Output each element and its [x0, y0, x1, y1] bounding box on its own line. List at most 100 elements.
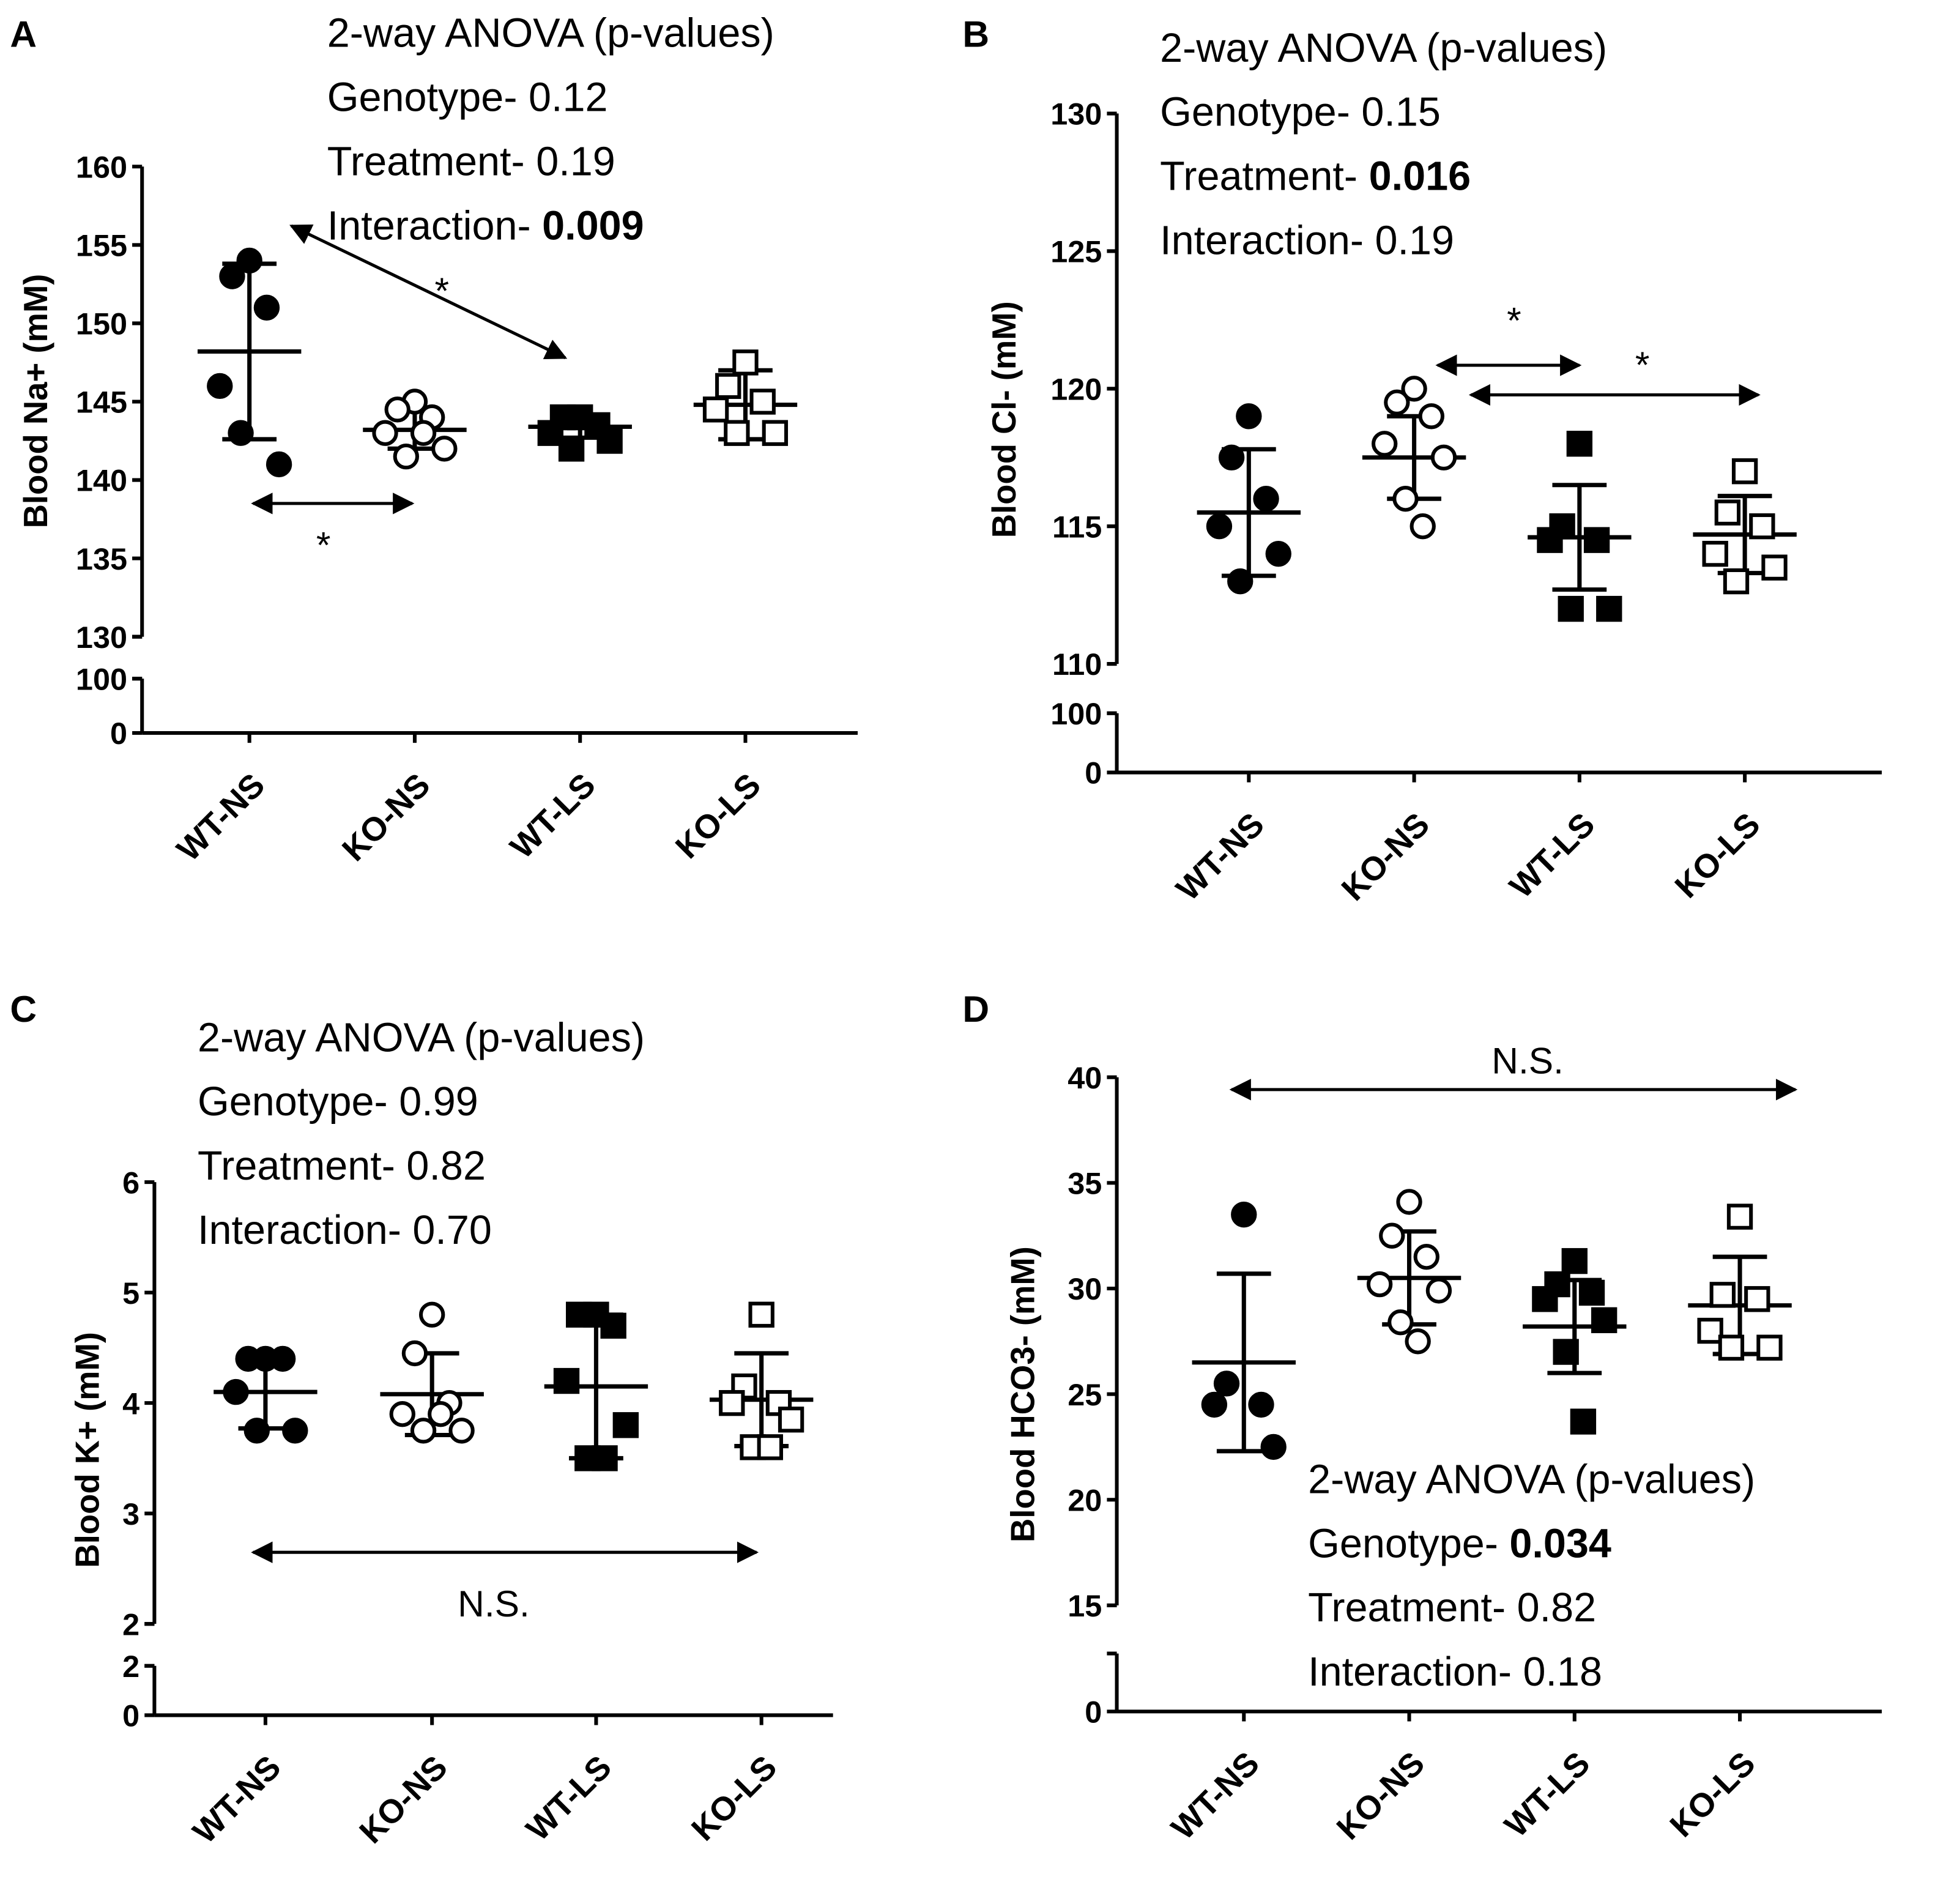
y-tick-label: 120 [1050, 371, 1102, 406]
data-point [1591, 1307, 1617, 1333]
panel: B 110 115 120 125 130 0 100 Blood Cl- (mM) WT-NS K… [962, 13, 1882, 908]
data-point [1401, 376, 1427, 402]
comparison-arrow [289, 224, 568, 360]
data-point [282, 1418, 308, 1444]
data-point [558, 436, 585, 462]
panel: D 15 20 25 30 35 40 0 Blood HCO3- (mM) WT-NS KO-NS… [962, 988, 1882, 1847]
annotation-line: Treatment- 0.82 [1308, 1585, 1596, 1631]
data-point [1227, 568, 1253, 595]
annotation-label: Interaction- [198, 1208, 412, 1253]
y-tick-label: 140 [76, 463, 127, 498]
annotation-label: Treatment- [198, 1144, 406, 1189]
data-point [1430, 444, 1457, 470]
data-point [1384, 389, 1410, 415]
annotation-value: 0.016 [1369, 154, 1471, 199]
y-tick-label: 130 [76, 620, 127, 655]
annotation-title: 2-way ANOVA (p-values) [1308, 1457, 1755, 1502]
significance-label: * [1635, 344, 1650, 385]
data-point [1218, 444, 1245, 470]
x-tick-label: KO-NS [1329, 1744, 1432, 1846]
data-point [269, 1345, 296, 1372]
data-point [1709, 1282, 1736, 1308]
data-point [1396, 1189, 1422, 1215]
annotation-title: 2-way ANOVA (p-values) [198, 1015, 645, 1060]
data-point [419, 1301, 445, 1328]
data-point [401, 1340, 428, 1367]
data-point [719, 1389, 745, 1416]
data-point [1726, 1203, 1753, 1230]
data-point [702, 396, 729, 423]
data-point [448, 1418, 475, 1444]
data-point [566, 1301, 592, 1328]
x-tick-label: WT-LS [519, 1749, 618, 1848]
data-point [748, 1301, 774, 1328]
data-point [1409, 513, 1436, 540]
data-point [1697, 1317, 1723, 1344]
y-axis-label: Blood K+ (mM) [69, 1332, 106, 1568]
panel-letter: A [10, 13, 37, 55]
annotation-line: Genotype- 0.99 [198, 1079, 478, 1125]
data-point [1260, 1434, 1287, 1460]
data-point [1756, 1334, 1783, 1361]
y-tick-label: 3 [122, 1497, 139, 1531]
x-tick-label: WT-NS [169, 766, 272, 868]
data-point [431, 436, 458, 462]
annotation-label: Genotype- [1308, 1521, 1509, 1566]
panel: C 2 3 4 5 6 0 2 Blood K+ (mM) WT-NS KO-NS WT-LS KO-L… [10, 988, 833, 1851]
annotation-title: 2-way ANOVA (p-values) [1160, 26, 1607, 71]
data-point [223, 1378, 249, 1405]
data-point [732, 349, 759, 376]
data-point [596, 428, 623, 454]
data-point [1558, 595, 1584, 622]
y-tick-label: 145 [76, 385, 127, 420]
data-point [236, 247, 262, 274]
data-point [749, 389, 776, 415]
y-tick-label: 0 [122, 1698, 139, 1733]
y-tick-label: 0 [1085, 1695, 1102, 1730]
significance-label: * [435, 270, 450, 311]
data-point [1537, 527, 1563, 553]
annotation-line: Interaction- 0.18 [1308, 1649, 1602, 1695]
data-point [553, 1367, 580, 1394]
data-point [600, 1312, 626, 1339]
data-point [1248, 1391, 1274, 1418]
annotation-line: Genotype- 0.15 [1160, 90, 1441, 135]
data-point [228, 420, 254, 446]
x-tick-label: KO-NS [352, 1749, 455, 1851]
data-point [1566, 431, 1593, 457]
x-tick-label: KO-NS [335, 766, 437, 868]
significance-label: * [1507, 300, 1521, 341]
x-tick-label: KO-LS [1663, 1744, 1762, 1844]
y-tick-label: 30 [1068, 1271, 1102, 1306]
data-point [1236, 403, 1262, 430]
annotation-value: 0.70 [412, 1208, 492, 1253]
panel-letter: D [962, 988, 989, 1030]
data-point [393, 443, 420, 470]
y-axis-label: Blood Cl- (mM) [986, 301, 1023, 538]
x-tick-label: KO-NS [1334, 806, 1436, 908]
data-point [1418, 403, 1445, 430]
annotation-line: Treatment- 0.19 [327, 139, 615, 184]
annotation-line: Treatment- 0.82 [198, 1144, 486, 1189]
x-tick-label: KO-LS [668, 766, 768, 866]
x-tick-label: WT-NS [1164, 1744, 1266, 1846]
y-tick-label: 15 [1068, 1588, 1102, 1623]
y-tick-label: 25 [1068, 1377, 1102, 1412]
annotation-value: 0.009 [542, 203, 644, 248]
annotation-label: Treatment- [327, 139, 536, 184]
annotation-value: 0.19 [536, 139, 615, 184]
data-point [1761, 554, 1788, 581]
annotation-label: Interaction- [1160, 218, 1375, 263]
annotation-value: 0.18 [1523, 1649, 1603, 1695]
y-tick-label: 110 [1052, 647, 1102, 682]
significance-label: * [316, 524, 331, 566]
annotation-label: Treatment- [1160, 154, 1369, 199]
x-tick-label: WT-LS [1498, 1744, 1597, 1844]
y-tick-label: 100 [76, 661, 127, 696]
data-point [1405, 1328, 1431, 1355]
data-point [243, 1418, 270, 1444]
data-point [1206, 513, 1233, 540]
y-tick-label: 130 [1050, 97, 1102, 132]
annotation-line: Treatment- 0.016 [1160, 154, 1471, 199]
